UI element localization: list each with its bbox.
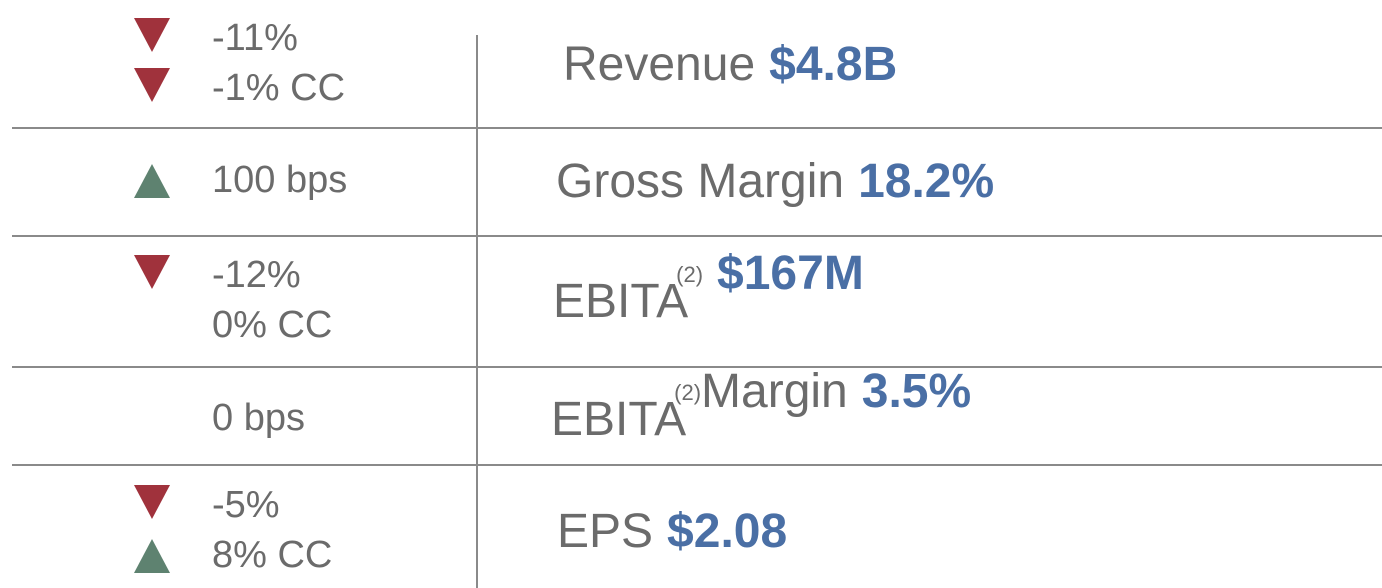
change-text: 8% CC (212, 534, 332, 576)
footnote-mark: (2) (674, 380, 701, 405)
change-text: 0% CC (212, 304, 332, 346)
metric: Gross Margin 18.2% (556, 155, 994, 208)
change-text: -11% (212, 17, 298, 59)
down-arrow (134, 255, 170, 289)
metric-value: $167M (717, 247, 864, 300)
down-arrow (134, 485, 170, 519)
metric: EBITA(2) $167M (553, 247, 864, 328)
metric-value: $2.08 (667, 505, 787, 558)
down-arrow (134, 68, 170, 102)
metric-label: EBITA (553, 275, 688, 328)
up-arrow (134, 164, 170, 198)
metric: EBITA(2)Margin 3.5% (551, 365, 971, 446)
footnote-mark: (2) (676, 262, 703, 287)
metric: Revenue $4.8B (563, 38, 897, 91)
metric-value: 18.2% (858, 155, 994, 208)
change-text: -12% (212, 254, 301, 296)
metric: EPS $2.08 (557, 505, 787, 558)
metric-label: Gross Margin (556, 155, 844, 208)
metric-label: Revenue (563, 38, 755, 91)
metric-label: Margin (701, 365, 848, 418)
up-arrow (134, 539, 170, 573)
change-text: -1% CC (212, 67, 345, 109)
change-text: 0 bps (212, 397, 305, 439)
metric-value: $4.8B (769, 38, 897, 91)
metric-label: EPS (557, 505, 653, 558)
metric-value: 3.5% (862, 365, 971, 418)
down-arrow (134, 18, 170, 52)
metric-label: EBITA (551, 393, 686, 446)
change-text: 100 bps (212, 159, 347, 201)
change-text: -5% (212, 484, 280, 526)
